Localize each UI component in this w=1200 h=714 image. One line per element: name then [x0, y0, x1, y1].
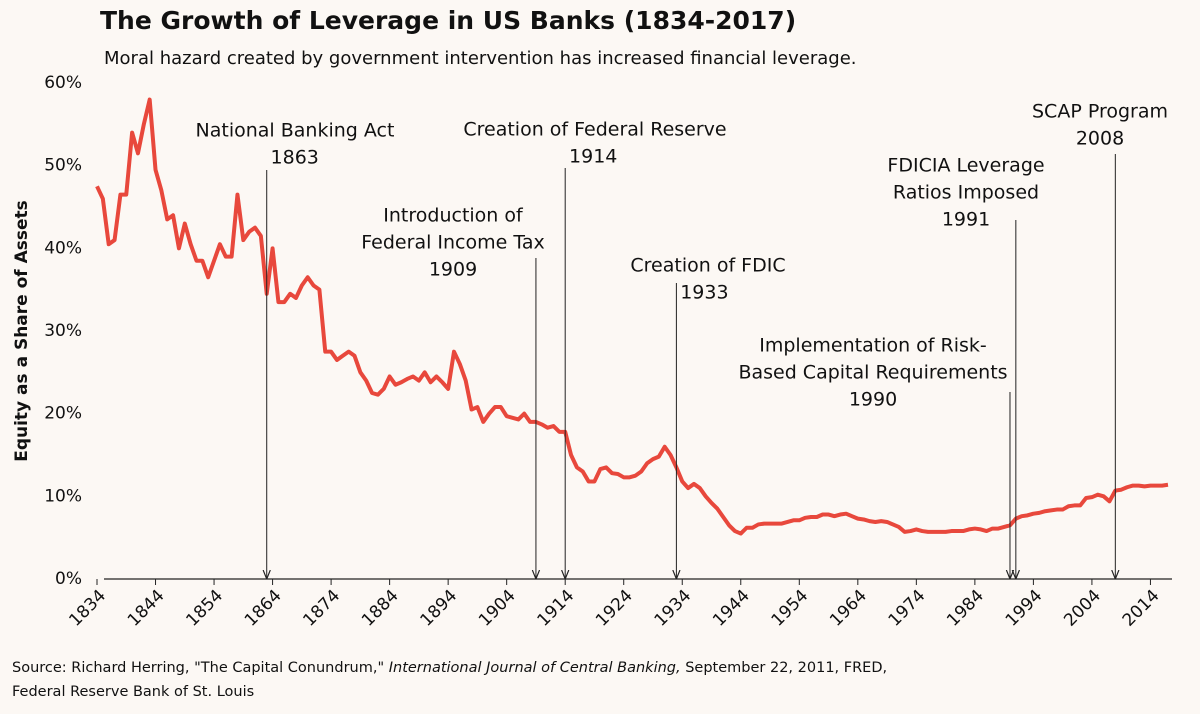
- data-line: [95, 97, 1169, 536]
- annotation-year: 1863: [271, 147, 319, 169]
- source: Federal Reserve Bank of St. Louis: [12, 684, 254, 700]
- x-tick-label: 1874: [299, 586, 344, 631]
- annotation-label: Federal Income Tax: [361, 232, 544, 254]
- y-tick-label: 20%: [44, 404, 82, 424]
- annotation-year: 1990: [849, 389, 897, 411]
- annotation-year: 2008: [1076, 128, 1124, 150]
- annotation-year: 1933: [680, 282, 728, 304]
- x-tick-label: 1994: [1002, 586, 1047, 631]
- annotation-label: Based Capital Requirements: [738, 362, 1007, 384]
- x-tick-label: 1834: [65, 586, 110, 631]
- annotation-year: 1909: [429, 259, 477, 281]
- x-tick-label: 1984: [943, 586, 988, 631]
- annotation-label: FDICIA Leverage: [887, 155, 1044, 177]
- source-part: Source: Richard Herring, "The Capital Co…: [12, 660, 389, 676]
- y-axis-label: Equity as a Share of Assets: [12, 200, 32, 462]
- x-tick-label: 1914: [534, 586, 579, 631]
- y-tick-label: 50%: [44, 156, 82, 176]
- x-tick-label: 2014: [1119, 586, 1164, 631]
- y-tick-label: 40%: [44, 238, 82, 258]
- x-tick-label: 1924: [592, 586, 637, 631]
- y-tick-label: 0%: [55, 569, 82, 589]
- x-tick-label: 1954: [768, 586, 813, 631]
- annotation-year: 1914: [569, 146, 617, 168]
- y-tick-label: 60%: [44, 73, 82, 93]
- annotation-year: 1991: [942, 209, 990, 231]
- chart-subtitle: Moral hazard created by government inter…: [104, 48, 857, 69]
- annotation-label: Creation of FDIC: [630, 255, 785, 277]
- source: Source: Richard Herring, "The Capital Co…: [12, 660, 887, 676]
- annotation-label: National Banking Act: [196, 120, 395, 142]
- x-tick-label: 2004: [1060, 586, 1105, 631]
- source-part: September 22, 2011, FRED,: [681, 660, 888, 676]
- annotation-label: Implementation of Risk-: [759, 335, 987, 357]
- x-tick-label: 1964: [826, 586, 871, 631]
- annotation-label: Creation of Federal Reserve: [463, 119, 726, 141]
- x-tick-label: 1944: [709, 586, 754, 631]
- x-tick-label: 1884: [358, 586, 403, 631]
- y-tick-label: 30%: [44, 321, 82, 341]
- chart-title: The Growth of Leverage in US Banks (1834…: [100, 6, 796, 35]
- x-tick-label: 1934: [651, 586, 696, 631]
- x-tick-label: 1974: [885, 586, 930, 631]
- x-tick-label: 1864: [241, 586, 286, 631]
- annotation-label: Introduction of: [383, 205, 524, 227]
- annotation-label: Ratios Imposed: [893, 182, 1039, 204]
- source-part: International Journal of Central Banking…: [389, 660, 681, 676]
- x-tick-label: 1894: [416, 586, 461, 631]
- x-tick-label: 1904: [475, 586, 520, 631]
- x-tick-label: 1844: [124, 586, 169, 631]
- y-tick-label: 10%: [44, 486, 82, 506]
- x-tick-label: 1854: [182, 586, 227, 631]
- annotation-label: SCAP Program: [1032, 101, 1168, 123]
